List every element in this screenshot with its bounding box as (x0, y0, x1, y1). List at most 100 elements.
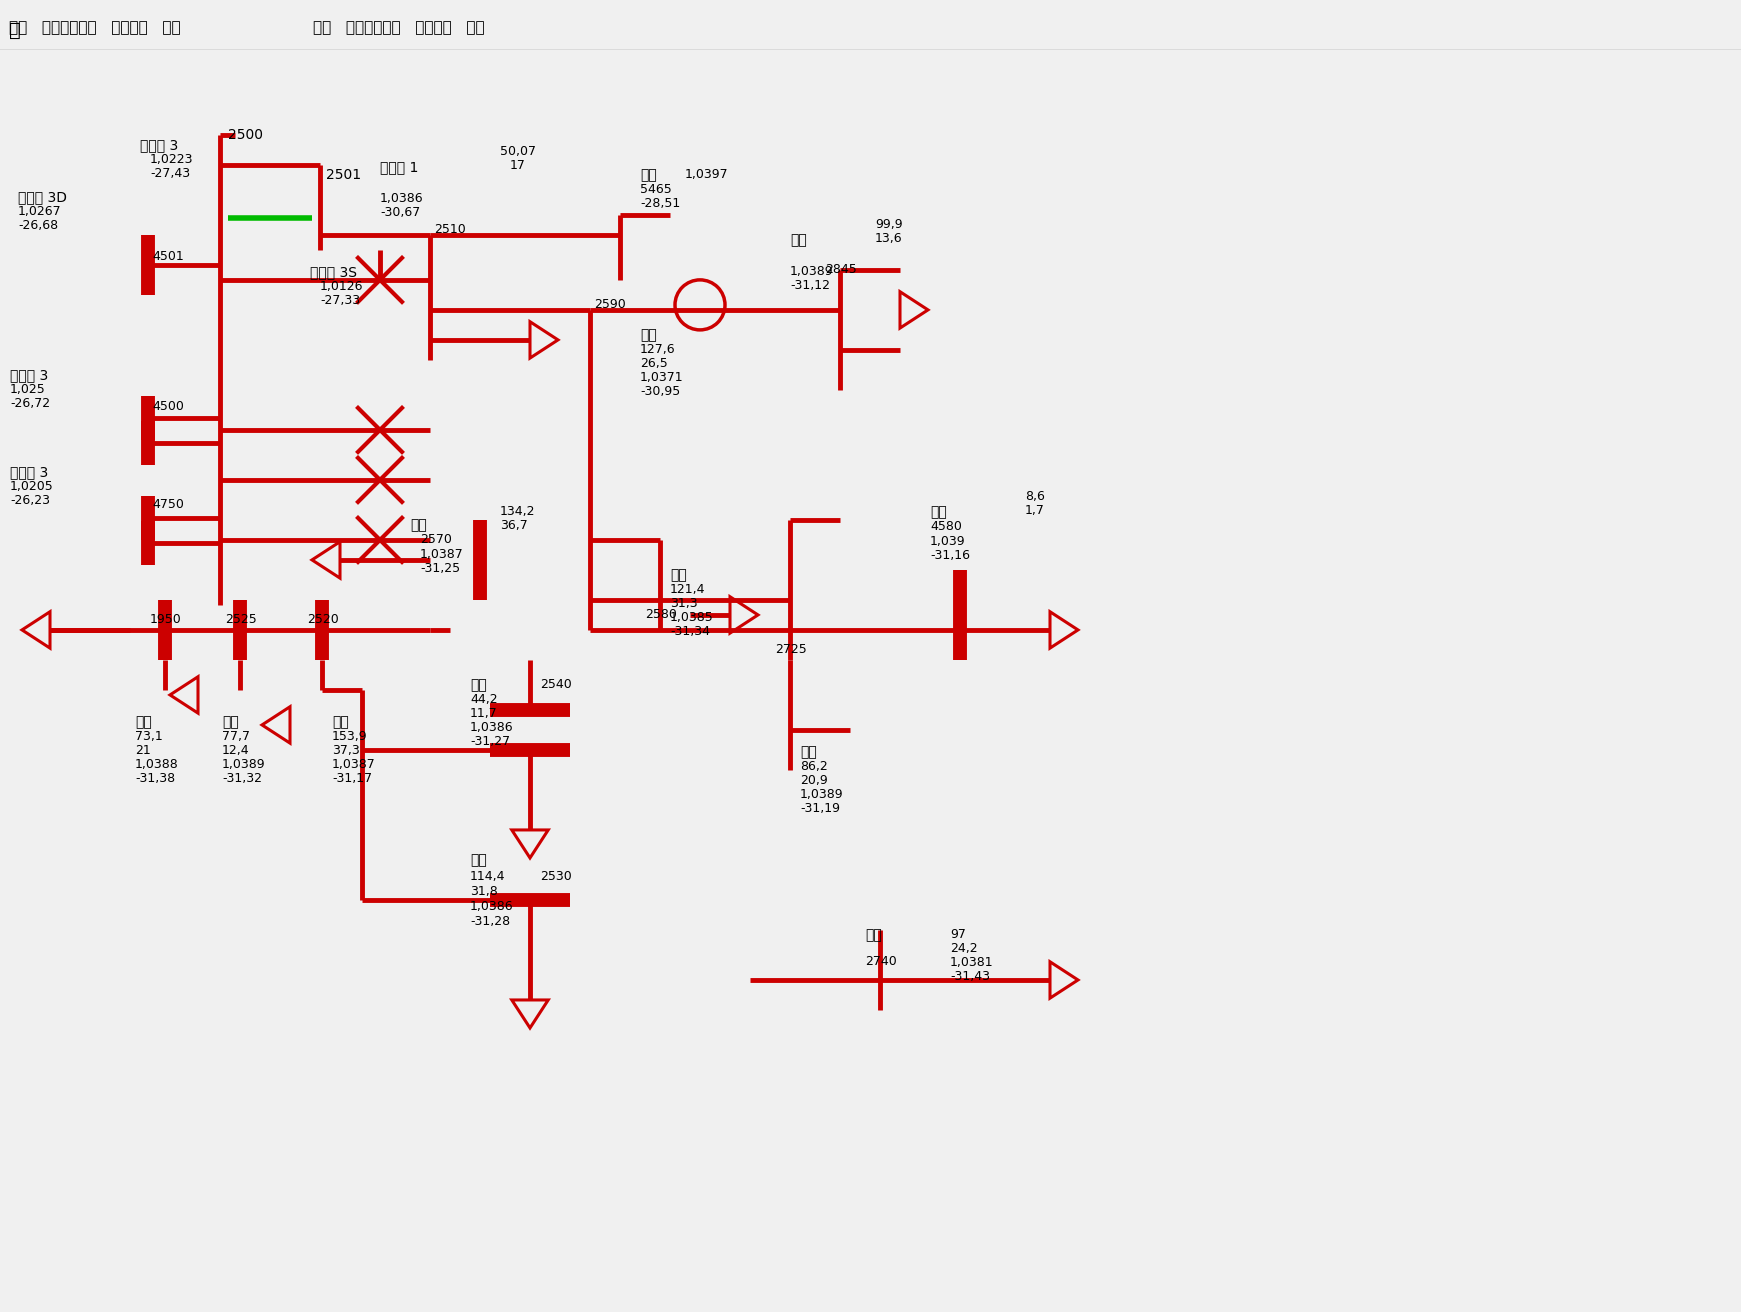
Text: 복구   정전구간확인   전력조류   종료: 복구 정전구간확인 전력조류 종료 (9, 20, 181, 35)
Text: 1,7: 1,7 (1025, 504, 1045, 517)
Text: 99,9: 99,9 (876, 218, 902, 231)
Text: -31,19: -31,19 (801, 802, 839, 815)
Text: 4580: 4580 (930, 520, 961, 533)
Text: 134,2: 134,2 (500, 505, 536, 518)
Text: 풍납: 풍납 (470, 853, 487, 867)
Text: 12,4: 12,4 (223, 744, 249, 757)
Text: -31,16: -31,16 (930, 548, 970, 562)
Text: 114,4: 114,4 (470, 870, 505, 883)
Text: 77,7: 77,7 (223, 729, 251, 743)
Text: -30,67: -30,67 (380, 206, 420, 219)
Text: 1,039: 1,039 (930, 535, 966, 548)
Text: -27,43: -27,43 (150, 167, 190, 180)
Text: 1,0385: 1,0385 (670, 611, 714, 625)
Text: 동서울 3: 동서울 3 (139, 138, 178, 152)
Text: 1,0389: 1,0389 (790, 265, 834, 278)
Text: 4501: 4501 (151, 249, 185, 262)
Text: 17: 17 (510, 159, 526, 172)
Text: 2525: 2525 (225, 613, 256, 626)
Text: 신성남 3: 신성남 3 (10, 367, 49, 382)
Text: -31,27: -31,27 (470, 735, 510, 748)
Text: 13,6: 13,6 (876, 232, 902, 245)
Text: 37,3: 37,3 (333, 744, 360, 757)
Text: 97: 97 (951, 928, 966, 941)
Text: 2500: 2500 (228, 127, 263, 142)
Text: 1,0387: 1,0387 (333, 758, 376, 771)
Text: 20,9: 20,9 (801, 774, 827, 787)
Text: -31,17: -31,17 (333, 771, 373, 785)
Text: 1,0386: 1,0386 (470, 720, 514, 733)
Text: 2590: 2590 (594, 298, 625, 311)
Text: 24,2: 24,2 (951, 942, 978, 955)
Text: 석촌: 석촌 (470, 678, 487, 691)
Text: 73,1: 73,1 (136, 729, 162, 743)
Text: 2530: 2530 (540, 870, 571, 883)
Text: 곤지암 3: 곤지암 3 (10, 464, 49, 479)
Text: 동남: 동남 (930, 505, 947, 520)
Text: 1,0223: 1,0223 (150, 154, 193, 165)
Text: 강동: 강동 (333, 715, 348, 729)
Text: 1,0389: 1,0389 (801, 789, 844, 800)
Text: 신장: 신장 (641, 328, 656, 342)
Text: -31,12: -31,12 (790, 279, 830, 291)
Text: 127,6: 127,6 (641, 342, 676, 356)
Text: 구의: 구의 (136, 715, 151, 729)
Text: 1,0371: 1,0371 (641, 371, 684, 384)
Text: 1,025: 1,025 (10, 383, 45, 396)
Text: 2570: 2570 (420, 533, 453, 546)
Text: -26,72: -26,72 (10, 398, 50, 409)
Text: 1,0389: 1,0389 (223, 758, 266, 771)
Text: 1,0387: 1,0387 (420, 548, 463, 562)
Text: 송파: 송파 (409, 518, 427, 531)
Text: 2580: 2580 (644, 607, 677, 621)
Text: -31,38: -31,38 (136, 771, 176, 785)
Text: -27,33: -27,33 (320, 294, 360, 307)
Text: -31,28: -31,28 (470, 914, 510, 928)
Text: 86,2: 86,2 (801, 760, 827, 773)
Text: -30,95: -30,95 (641, 384, 681, 398)
Text: 1,0381: 1,0381 (951, 956, 994, 970)
Text: -31,43: -31,43 (951, 970, 991, 983)
Text: 복구   정전구간확인   전력조류   종료: 복구 정전구간확인 전력조류 종료 (313, 20, 486, 35)
Text: -26,68: -26,68 (17, 219, 57, 232)
Text: 50,07: 50,07 (500, 144, 536, 157)
Text: 153,9: 153,9 (333, 729, 367, 743)
Text: 잠실: 잠실 (670, 568, 686, 583)
Text: 44,2: 44,2 (470, 693, 498, 706)
Text: 2510: 2510 (434, 223, 467, 236)
Text: 수서: 수서 (801, 745, 817, 758)
Text: 2501: 2501 (326, 168, 360, 182)
Text: 1,0397: 1,0397 (684, 168, 729, 181)
Text: 청평: 청평 (641, 168, 656, 182)
Text: 1,0386: 1,0386 (470, 900, 514, 913)
Text: 2725: 2725 (775, 643, 806, 656)
Text: -31,34: -31,34 (670, 625, 710, 638)
Text: 1,0386: 1,0386 (380, 192, 423, 205)
Text: 동서울 3S: 동서울 3S (310, 265, 357, 279)
Text: 8,6: 8,6 (1025, 489, 1045, 502)
Text: 1950: 1950 (150, 613, 181, 626)
Text: 삼성: 삼성 (865, 928, 881, 942)
Text: 2845: 2845 (825, 262, 857, 276)
Text: 5465: 5465 (641, 182, 672, 195)
Text: 🖥: 🖥 (9, 21, 21, 39)
Text: 21: 21 (136, 744, 151, 757)
Text: 1,0126: 1,0126 (320, 279, 364, 293)
Text: 1,0205: 1,0205 (10, 480, 54, 493)
Text: 2540: 2540 (540, 678, 571, 691)
Text: 가락: 가락 (790, 232, 806, 247)
Text: 2520: 2520 (306, 613, 339, 626)
Text: 2740: 2740 (865, 955, 897, 968)
Text: 11,7: 11,7 (470, 707, 498, 720)
Text: 31,3: 31,3 (670, 597, 698, 610)
Text: 1,0267: 1,0267 (17, 205, 61, 218)
Text: 1,0388: 1,0388 (136, 758, 179, 771)
Text: 31,8: 31,8 (470, 886, 498, 897)
Text: 121,4: 121,4 (670, 583, 705, 596)
Text: -26,23: -26,23 (10, 493, 50, 506)
Text: -31,25: -31,25 (420, 562, 460, 575)
Text: -31,32: -31,32 (223, 771, 261, 785)
Text: 4750: 4750 (151, 499, 185, 510)
Text: 천호: 천호 (223, 715, 239, 729)
Text: 동서울 1: 동서울 1 (380, 160, 418, 174)
